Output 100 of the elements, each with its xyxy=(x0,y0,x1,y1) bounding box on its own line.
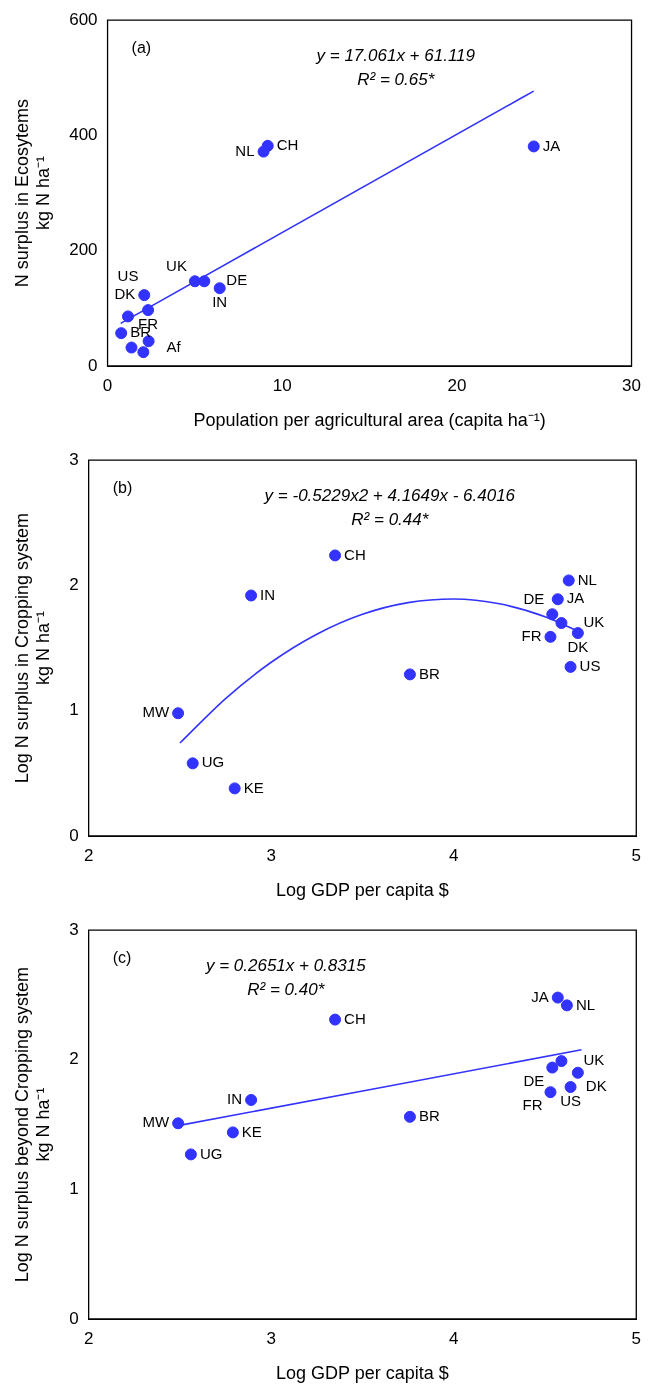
point xyxy=(546,608,559,621)
y-tick-label: 1 xyxy=(69,1179,79,1199)
x-axis-title: Population per agricultural area (capita ha⁻¹) xyxy=(193,410,546,431)
annotation: (a) xyxy=(131,38,152,56)
x-tick-label: 5 xyxy=(631,1328,642,1348)
annotation: FR xyxy=(522,1096,543,1114)
annotation: DE xyxy=(523,1071,545,1089)
annotation: CH xyxy=(276,135,299,153)
point xyxy=(555,1055,568,1068)
y-tick-label: 1 xyxy=(69,700,79,720)
annotation: JA xyxy=(531,987,549,1005)
annotation: R² = 0.44* xyxy=(351,509,430,529)
point xyxy=(122,310,134,323)
x-tick-label: 30 xyxy=(622,375,642,395)
annotation: NL xyxy=(575,995,596,1013)
annotation: NL xyxy=(577,570,597,588)
y-tick-label: 0 xyxy=(88,355,98,375)
point xyxy=(115,327,128,340)
annotation: MW xyxy=(142,1113,170,1131)
point xyxy=(226,1126,239,1139)
annotation: UK xyxy=(583,613,605,631)
annotation: y = 17.061x + 61.119 xyxy=(315,45,476,65)
point xyxy=(571,627,584,640)
annotation: IN xyxy=(260,585,276,603)
y-tick-label: 200 xyxy=(69,240,98,260)
point xyxy=(188,275,201,288)
annotation: R² = 0.40* xyxy=(247,979,326,999)
point xyxy=(172,1117,185,1130)
point xyxy=(546,1061,559,1074)
annotation: DE xyxy=(523,590,545,608)
point xyxy=(172,707,185,720)
y-tick-label: 2 xyxy=(69,1049,79,1069)
y-tick-label: 600 xyxy=(69,9,98,29)
point xyxy=(186,757,199,770)
annotation: DK xyxy=(567,638,589,656)
annotation: US xyxy=(579,657,601,675)
x-tick-label: 4 xyxy=(449,845,459,865)
point xyxy=(564,1081,577,1094)
annotation: DK xyxy=(114,285,136,303)
point xyxy=(142,304,155,317)
annotation: UG xyxy=(199,1144,223,1162)
point xyxy=(544,630,557,643)
point xyxy=(403,1110,416,1123)
y-tick-label: 0 xyxy=(69,825,79,845)
point xyxy=(562,574,575,587)
point xyxy=(257,145,270,158)
point xyxy=(245,1093,258,1106)
point xyxy=(551,593,564,606)
x-tick-label: 4 xyxy=(449,1328,459,1348)
y-tick-label: 400 xyxy=(69,125,98,145)
x-axis-title: Log GDP per capita $ xyxy=(276,1363,449,1384)
annotation: Af xyxy=(166,337,182,355)
y-axis-title: Log N surplus in Cropping system kg N ha⁻¹ xyxy=(11,513,54,784)
annotation: KE xyxy=(241,1122,262,1140)
annotation: UK xyxy=(583,1051,605,1069)
point xyxy=(137,346,150,359)
point xyxy=(551,991,564,1004)
annotation: UK xyxy=(166,257,187,275)
annotation: y = -0.5229x2 + 4.1649x - 6.4016 xyxy=(263,485,516,505)
annotation: JA xyxy=(566,589,585,607)
point xyxy=(213,282,226,295)
annotation: US xyxy=(117,266,139,284)
point xyxy=(198,275,211,288)
annotation: FR xyxy=(521,626,542,644)
y-tick-label: 0 xyxy=(69,1308,79,1328)
point xyxy=(571,1066,584,1079)
annotation: KE xyxy=(243,778,264,796)
point xyxy=(329,1013,342,1026)
x-tick-label: 3 xyxy=(266,1328,276,1348)
point xyxy=(184,1148,197,1161)
annotation: JA xyxy=(542,136,561,154)
point xyxy=(403,668,416,681)
point xyxy=(555,617,568,630)
annotation: NL xyxy=(235,141,255,159)
annotation: BR xyxy=(418,1106,440,1124)
annotation: CH xyxy=(344,545,366,563)
annotation: DK xyxy=(585,1076,607,1094)
x-tick-label: 10 xyxy=(272,375,292,395)
point xyxy=(560,999,573,1012)
y-axis-title: Log N surplus beyond Cropping system kg N ha⁻¹ xyxy=(11,967,54,1283)
y-tick-label: 3 xyxy=(69,449,79,469)
point xyxy=(138,289,151,302)
point xyxy=(544,1086,557,1099)
x-tick-label: 0 xyxy=(102,375,113,395)
point xyxy=(564,660,577,673)
annotation: (b) xyxy=(112,478,133,496)
annotation: (c) xyxy=(112,948,132,966)
annotation: UG xyxy=(201,753,225,771)
x-tick-label: 3 xyxy=(266,845,276,865)
annotation: CH xyxy=(344,1009,366,1027)
x-axis-title: Log GDP per capita $ xyxy=(276,880,449,901)
annotation: MW xyxy=(142,703,170,721)
annotation: R² = 0.65* xyxy=(357,69,436,89)
y-tick-label: 2 xyxy=(69,575,79,595)
x-tick-label: 20 xyxy=(447,375,467,395)
point xyxy=(329,549,342,562)
annotation: IN xyxy=(212,293,228,311)
annotation: y = 0.2651x + 0.8315 xyxy=(204,955,367,975)
x-tick-label: 5 xyxy=(631,845,642,865)
point xyxy=(527,140,540,153)
